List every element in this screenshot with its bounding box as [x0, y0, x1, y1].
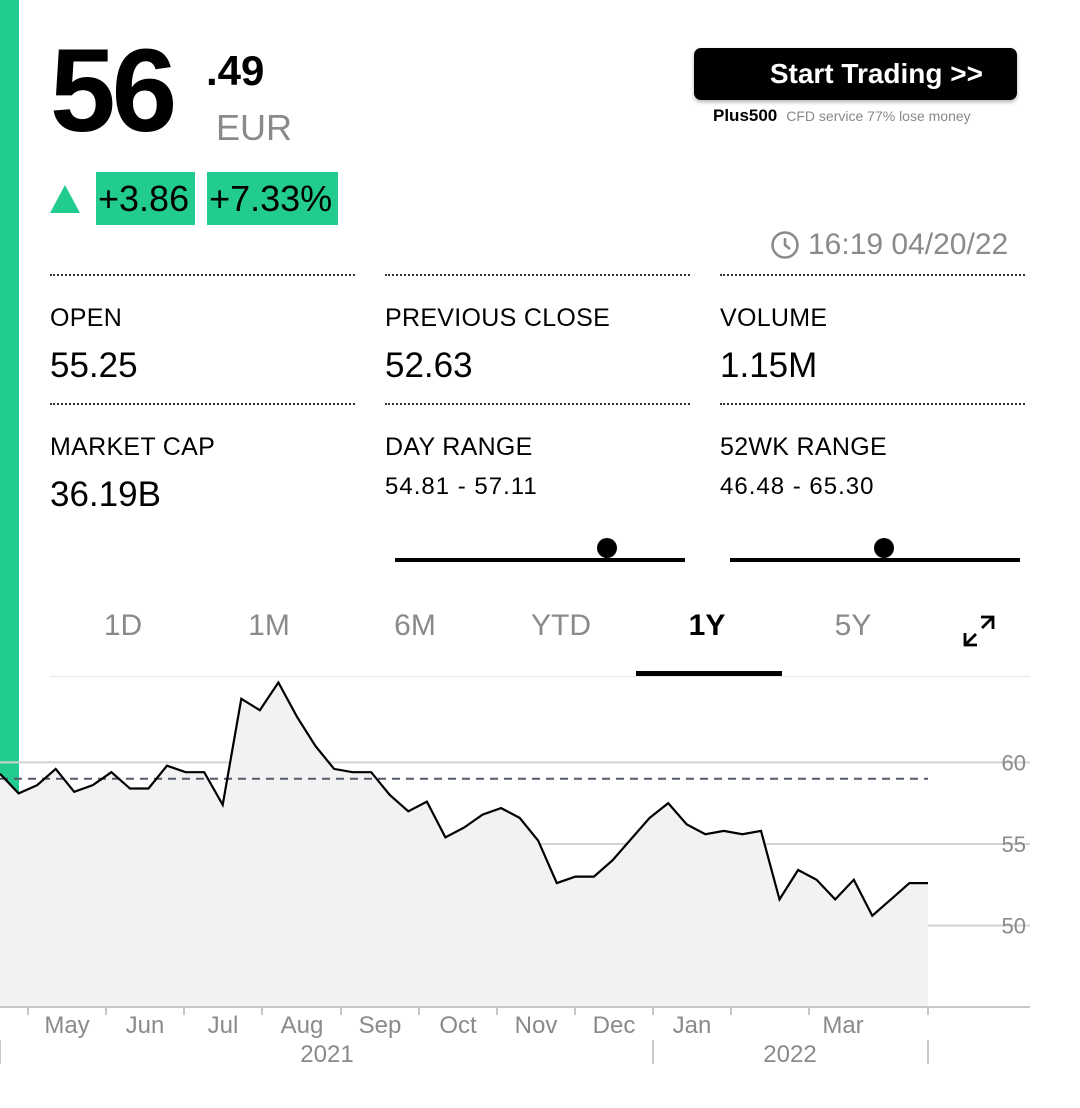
price-series-line [0, 680, 928, 918]
active-tab-indicator [636, 671, 782, 676]
tab-5y[interactable]: 5Y [834, 609, 872, 642]
tab-ytd[interactable]: YTD [531, 609, 591, 642]
stat-label: MARKET CAP [50, 433, 216, 461]
stat-value: 52.63 [385, 346, 473, 385]
stat-market-cap: MARKET CAP 36.19B [50, 403, 355, 535]
x-year-label: 2021 [300, 1041, 353, 1068]
stat-label: OPEN [50, 304, 123, 332]
y-tick-label: 60 [1002, 750, 1026, 775]
tab-1m[interactable]: 1M [248, 609, 290, 642]
x-tick-label: Dec [593, 1012, 636, 1039]
day-range-marker [596, 538, 617, 558]
accent-sidebar-strip [0, 0, 19, 800]
day-range-track [395, 558, 685, 562]
stat-value: 36.19B [50, 475, 161, 514]
change-row: +3.86 +7.33% [50, 172, 350, 225]
tab-6m[interactable]: 6M [394, 609, 436, 642]
x-tick-label: Jan [673, 1012, 712, 1039]
expand-icon[interactable] [962, 614, 996, 648]
x-tick-label: Nov [515, 1012, 558, 1039]
plus500-logo[interactable]: Plus500 [713, 106, 778, 125]
stat-volume: VOLUME 1.15M [720, 274, 1025, 396]
x-tick-label: Aug [281, 1012, 324, 1039]
tab-1d[interactable]: 1D [103, 609, 143, 642]
cfd-disclaimer: CFD service 77% lose money [786, 108, 971, 124]
stat-previous-close: PREVIOUS CLOSE 52.63 [385, 274, 690, 396]
stat-value: 46.48 - 65.30 [720, 473, 875, 500]
stat-value: 1.15M [720, 346, 818, 385]
timestamp-text: 16:19 04/20/22 [808, 228, 1009, 261]
x-year-label: 2022 [763, 1041, 816, 1068]
price-decimal: .49 [206, 47, 265, 94]
tab-1y[interactable]: 1Y [688, 609, 726, 642]
x-tick-label: Oct [439, 1012, 477, 1039]
change-percent: +7.33% [207, 172, 339, 225]
stat-label: DAY RANGE [385, 433, 533, 461]
stat-value: 54.81 - 57.11 [385, 473, 538, 500]
price-integer: 56 [50, 25, 177, 157]
clock-icon [771, 231, 799, 259]
x-tick-label: Sep [359, 1012, 402, 1039]
quote-timestamp: 16:19 04/20/22 [770, 228, 1008, 262]
52wk-range-marker [873, 538, 894, 558]
stat-label: PREVIOUS CLOSE [385, 304, 611, 332]
up-triangle-icon [50, 184, 80, 213]
stat-label: VOLUME [720, 304, 828, 332]
y-tick-label: 55 [1002, 832, 1026, 857]
stat-52wk-range: 52WK RANGE 46.48 - 65.30 [720, 403, 1025, 535]
y-tick-label: 50 [1002, 913, 1026, 938]
start-trading-button[interactable]: Start Trading >> [694, 48, 1017, 100]
stat-open: OPEN 55.25 [50, 274, 355, 396]
change-value: +3.86 [96, 172, 196, 225]
x-tick-label: May [44, 1012, 89, 1039]
x-tick-label: Mar [822, 1012, 863, 1039]
x-tick-label: Jul [208, 1012, 239, 1039]
x-tick-label: Jun [126, 1012, 165, 1039]
stat-value: 55.25 [50, 346, 138, 385]
price-area-fill [0, 682, 928, 1007]
stat-label: 52WK RANGE [720, 433, 887, 461]
sponsor-line: Plus500 CFD service 77% lose money [713, 106, 971, 126]
stat-day-range: DAY RANGE 54.81 - 57.11 [385, 403, 690, 535]
currency-label: EUR [216, 107, 293, 148]
52wk-range-track [730, 558, 1020, 562]
